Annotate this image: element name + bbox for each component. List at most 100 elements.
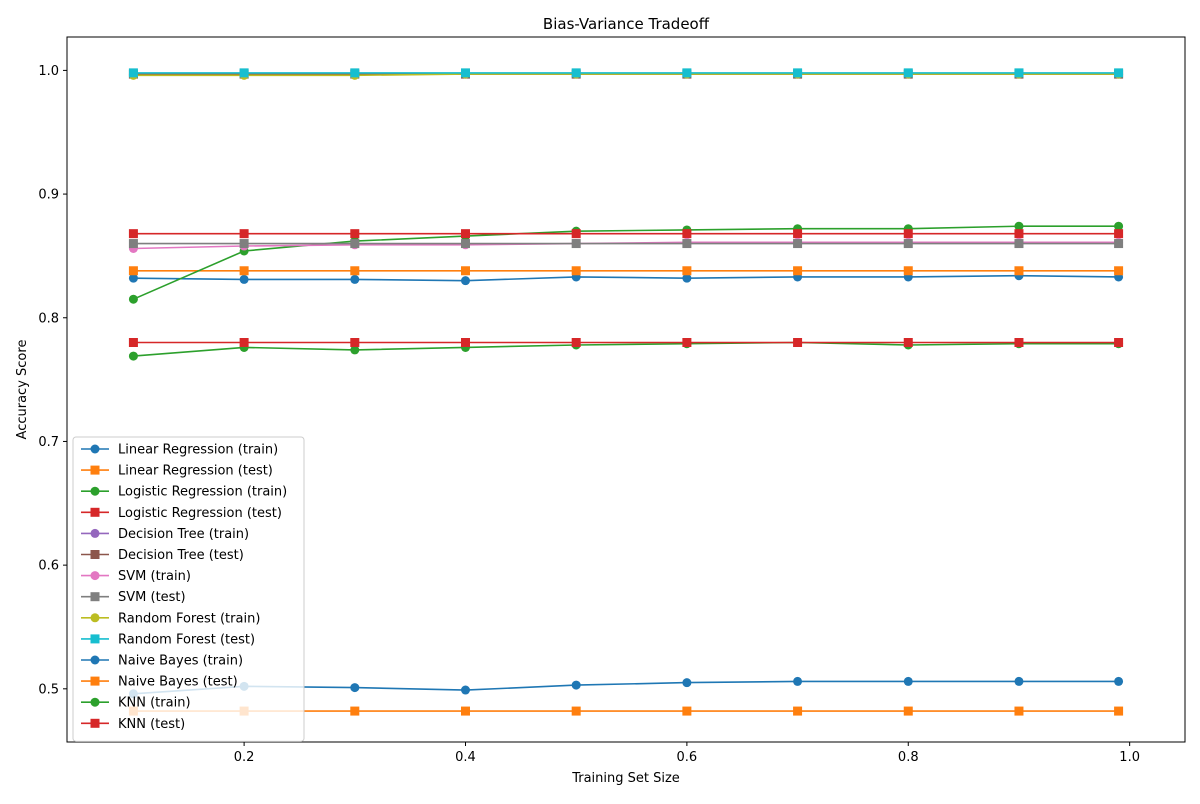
legend-marker xyxy=(90,486,100,496)
legend-item: SVM (test) xyxy=(81,590,186,605)
series-group xyxy=(128,239,1124,249)
data-point xyxy=(128,239,138,249)
data-point xyxy=(682,229,692,239)
series-group xyxy=(128,68,1124,78)
data-point xyxy=(1014,229,1024,239)
legend-marker xyxy=(90,613,100,623)
data-point xyxy=(128,266,138,276)
legend-label: Logistic Regression (test) xyxy=(118,506,282,521)
legend-item: Linear Regression (train) xyxy=(81,443,278,458)
data-point xyxy=(128,351,138,361)
series-group xyxy=(128,237,1124,253)
data-point xyxy=(350,274,360,284)
y-tick-label: 0.8 xyxy=(38,311,59,326)
legend-item: Decision Tree (test) xyxy=(81,548,244,563)
legend-label: Decision Tree (train) xyxy=(118,527,249,542)
legend-label: SVM (test) xyxy=(118,590,186,605)
legend-marker xyxy=(90,550,100,559)
series-line xyxy=(133,341,1119,357)
data-point xyxy=(1114,266,1124,276)
x-axis-label: Training Set Size xyxy=(571,771,680,786)
data-point xyxy=(793,676,803,686)
series-group xyxy=(128,229,1124,239)
legend-marker xyxy=(90,528,100,538)
data-point xyxy=(571,680,581,690)
data-point xyxy=(460,276,470,286)
data-point xyxy=(460,338,470,347)
data-point xyxy=(793,68,803,78)
data-point xyxy=(903,229,913,239)
data-point xyxy=(1014,676,1024,686)
series-group xyxy=(128,338,1124,347)
legend-item: Random Forest (test) xyxy=(81,632,255,647)
data-point xyxy=(1114,229,1124,239)
data-point xyxy=(903,239,913,249)
data-point xyxy=(682,68,692,78)
legend-item: Logistic Regression (test) xyxy=(81,506,282,521)
data-point xyxy=(239,274,249,284)
legend-item: Linear Regression (test) xyxy=(81,464,273,479)
legend-marker xyxy=(90,507,100,517)
data-point xyxy=(571,229,581,239)
data-point xyxy=(1014,266,1024,276)
data-point xyxy=(1114,338,1124,347)
legend-frame xyxy=(72,436,305,742)
legend-marker xyxy=(90,444,100,454)
data-point xyxy=(128,338,138,347)
series-line xyxy=(133,73,1119,77)
data-point xyxy=(682,239,692,249)
data-point xyxy=(793,706,803,716)
series-line xyxy=(133,274,1119,282)
data-point xyxy=(350,345,360,355)
data-point xyxy=(571,338,581,347)
data-point xyxy=(682,678,692,688)
legend-marker xyxy=(90,634,100,644)
data-point xyxy=(1014,239,1024,249)
data-point xyxy=(350,68,360,78)
legend-label: Naive Bayes (test) xyxy=(118,675,238,690)
data-point xyxy=(1014,706,1024,716)
data-point xyxy=(682,706,692,716)
y-tick-label: 0.5 xyxy=(38,682,59,697)
data-point xyxy=(460,239,470,249)
data-point xyxy=(239,229,249,239)
data-point xyxy=(571,239,581,249)
data-point xyxy=(903,706,913,716)
data-point xyxy=(460,266,470,276)
legend-label: Linear Regression (train) xyxy=(118,443,278,458)
data-point xyxy=(1114,676,1124,686)
x-axis-ticks: 0.2 0.4 0.6 0.8 1.0 xyxy=(234,742,1140,765)
y-tick-label: 1.0 xyxy=(38,64,59,79)
data-point xyxy=(903,68,913,78)
data-point xyxy=(239,239,249,249)
legend-marker xyxy=(90,718,100,728)
legend-item: Naive Bayes (train) xyxy=(81,654,243,669)
data-point xyxy=(128,68,138,78)
data-point xyxy=(460,706,470,716)
legend-item: Naive Bayes (test) xyxy=(81,675,238,690)
data-point xyxy=(682,266,692,276)
y-axis-label: Accuracy Score xyxy=(15,340,30,440)
series-line xyxy=(133,225,1119,300)
data-point xyxy=(1014,68,1024,78)
legend-marker xyxy=(90,697,100,707)
x-tick-label: 0.6 xyxy=(677,750,698,765)
data-point xyxy=(793,239,803,249)
data-point xyxy=(350,338,360,347)
data-point xyxy=(350,229,360,239)
y-tick-label: 0.9 xyxy=(38,188,59,203)
legend-marker xyxy=(90,465,100,475)
legend-marker xyxy=(90,676,100,686)
legend-item: KNN (test) xyxy=(81,717,185,732)
data-point xyxy=(128,273,138,283)
data-point xyxy=(1014,221,1024,231)
legend-label: Naive Bayes (train) xyxy=(118,654,243,669)
data-point xyxy=(239,68,249,78)
legend-label: KNN (test) xyxy=(118,717,185,732)
data-point xyxy=(350,706,360,716)
data-point xyxy=(1114,706,1124,716)
series-group xyxy=(128,271,1124,286)
legend-label: SVM (train) xyxy=(118,569,191,584)
